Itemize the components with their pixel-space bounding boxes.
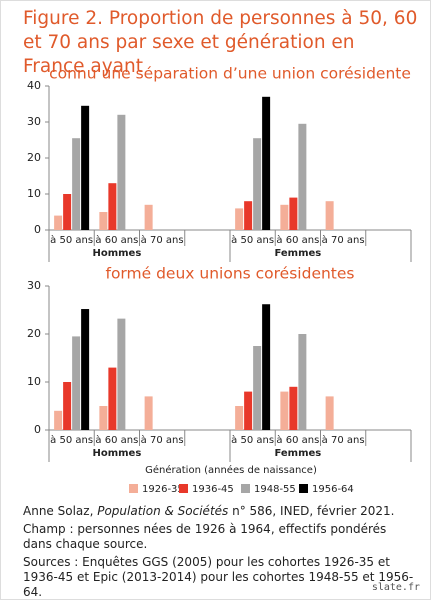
chart-title: formé deux unions corésidentes [105,265,354,283]
bar [298,334,307,430]
x-tick-label: à 50 ans [231,234,274,246]
group-label: Femmes [274,448,321,459]
y-tick-label: 30 [27,115,41,128]
y-tick-label: 40 [27,79,41,92]
legend-label: 1936-45 [192,484,234,495]
x-tick-label: à 70 ans [141,234,184,246]
bar [244,201,253,230]
x-tick-label: à 60 ans [95,234,138,246]
bar [280,204,289,230]
y-tick-label: 20 [27,327,41,340]
bar [99,406,108,430]
bar [108,367,117,430]
bar [280,391,289,430]
bar [289,386,298,430]
x-tick-label: à 50 ans [231,434,274,446]
x-tick-label: à 60 ans [276,434,319,446]
legend-swatch [241,484,250,493]
sources: Sources : Enquêtes GGS (2005) pour les c… [23,555,414,599]
bar [54,215,63,230]
x-tick-label: à 50 ans [50,234,93,246]
y-tick-label: 0 [34,423,41,436]
bar [144,204,153,230]
bar [81,309,90,430]
legend-swatch [299,484,308,493]
x-tick-label: à 70 ans [322,234,365,246]
bar [81,105,90,230]
bar [144,396,153,430]
y-tick-label: 20 [27,151,41,164]
bar [289,197,298,230]
bar [262,304,271,430]
x-tick-label: à 60 ans [276,234,319,246]
bar [325,201,334,230]
y-tick-label: 30 [27,279,41,292]
y-tick-label: 0 [34,223,41,236]
citation: Anne Solaz, Population & Sociétés n° 586… [23,504,418,519]
citation-journal: Population & Sociétés [97,504,229,518]
bar [117,114,126,230]
x-tick-label: à 70 ans [141,434,184,446]
bar [253,346,262,430]
notes: Anne Solaz, Population & Sociétés n° 586… [23,504,418,599]
y-tick-label: 10 [27,375,41,388]
bar [99,212,108,230]
group-label: Hommes [92,248,141,259]
bar [108,183,117,230]
watermark: slate.fr [371,582,420,593]
legend-swatch [129,484,138,493]
x-tick-label: à 60 ans [95,434,138,446]
bar [253,138,262,230]
x-tick-label: à 50 ans [50,434,93,446]
bar [235,208,244,230]
legend-label: 1948-55 [254,484,296,495]
group-label: Femmes [274,248,321,259]
legend-swatch [179,484,188,493]
bar [298,123,307,230]
bar [235,406,244,430]
legend-label: 1926-35 [142,484,184,495]
bar [117,318,126,430]
chart-title: connu une séparation d’une union corésid… [49,65,411,83]
x-tick-label: à 70 ans [322,434,365,446]
bar [72,336,81,430]
bar [262,96,271,230]
bar [244,391,253,430]
figure-title: Figure 2. Proportion de personnes à 50, … [23,8,418,77]
bar [63,382,72,430]
citation-author: Anne Solaz, [23,504,98,518]
bar [325,396,334,430]
bar [63,194,72,230]
scope: Champ : personnes nées de 1926 à 1964, e… [23,522,387,551]
legend-label: 1956-64 [312,484,354,495]
bar [72,138,81,230]
citation-ref: n° 586, INED, février 2021. [228,504,395,518]
bar [54,410,63,430]
group-label: Hommes [92,448,141,459]
legend-title: Génération (années de naissance) [145,464,317,476]
y-tick-label: 10 [27,187,41,200]
